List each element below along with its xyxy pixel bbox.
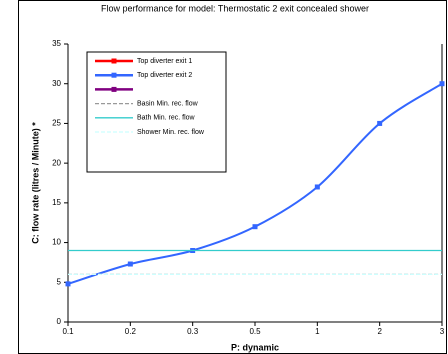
x-tick-label: 0.1 — [62, 327, 74, 336]
x-tick-label: 0.3 — [187, 327, 199, 336]
legend-label: Top diverter exit 1 — [137, 58, 192, 65]
x-axis-label: P: dynamic — [231, 342, 279, 352]
data-point — [65, 281, 71, 287]
y-axis-label: C: flow rate (litres / Minute) * — [30, 122, 40, 244]
legend-label: Top diverter exit 2 — [137, 72, 192, 79]
y-tick-label: 25 — [52, 119, 61, 128]
chart-frame — [18, 0, 447, 354]
data-point — [127, 261, 133, 267]
data-point — [314, 184, 320, 190]
legend-marker — [111, 86, 117, 92]
x-tick-label: 0.2 — [125, 327, 137, 336]
y-tick-label: 5 — [57, 277, 62, 286]
x-tick-label: 2 — [377, 327, 382, 336]
legend-box — [86, 51, 227, 173]
y-tick-label: 15 — [52, 198, 61, 207]
y-tick-label: 0 — [57, 317, 62, 326]
y-tick-label: 20 — [52, 158, 61, 167]
x-tick-label: 1 — [315, 327, 320, 336]
legend-label: Basin Min. rec. flow — [137, 100, 199, 107]
data-point — [377, 120, 383, 126]
legend-marker — [111, 58, 117, 64]
legend-label: Bath Min. rec. flow — [137, 115, 196, 122]
y-tick-label: 10 — [52, 238, 61, 247]
y-tick-label: 30 — [52, 79, 61, 88]
data-point — [439, 81, 445, 87]
x-tick-label: 0.5 — [249, 327, 261, 336]
x-tick-label: 3 — [440, 327, 445, 336]
y-tick-label: 35 — [52, 39, 61, 48]
data-point — [252, 224, 258, 230]
legend-label: Shower Min. rec. flow — [137, 129, 205, 136]
chart-title: Flow performance for model: Thermostatic… — [101, 3, 369, 13]
legend-marker — [111, 72, 117, 78]
